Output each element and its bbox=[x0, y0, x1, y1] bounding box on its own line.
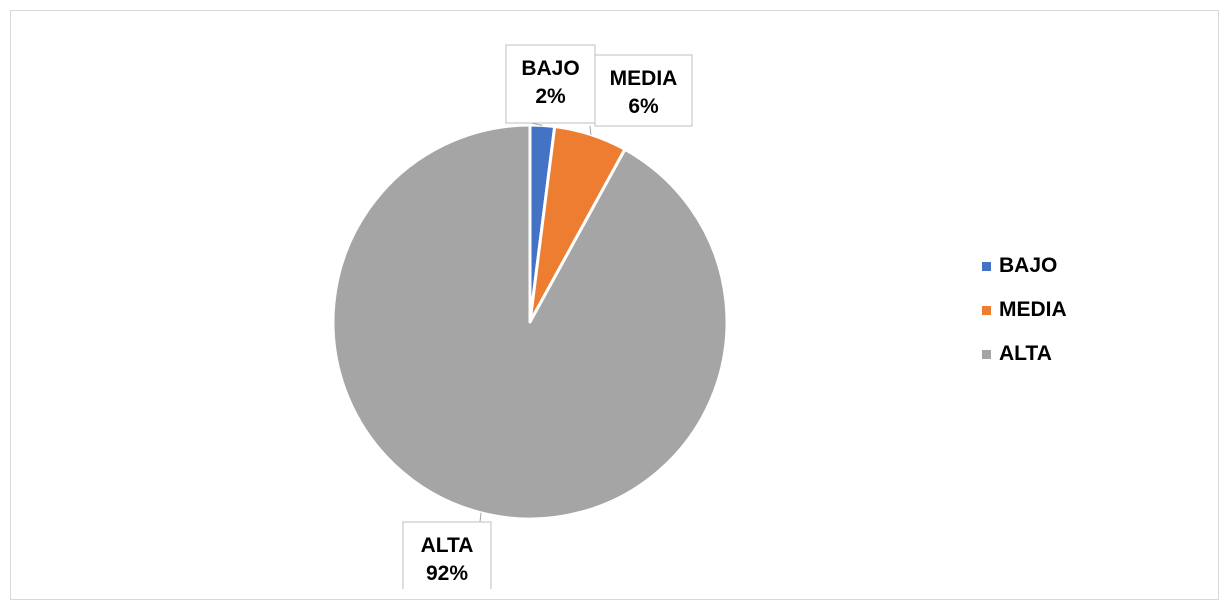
legend-label-alta: ALTA bbox=[999, 342, 1052, 366]
callout-bajo: BAJO 2% bbox=[506, 45, 595, 125]
callout-media: MEDIA 6% bbox=[590, 55, 692, 135]
legend-label-media: MEDIA bbox=[999, 298, 1067, 322]
legend-swatch-alta bbox=[982, 350, 991, 359]
data-label-value-media: 6% bbox=[628, 95, 659, 118]
data-label-category-bajo: BAJO bbox=[521, 57, 579, 80]
legend-label-bajo: BAJO bbox=[999, 254, 1057, 278]
legend-item-bajo: BAJO bbox=[982, 244, 1067, 288]
callout-leader-alta bbox=[480, 513, 481, 522]
callout-alta: ALTA 92% bbox=[403, 513, 491, 589]
legend-swatch-media bbox=[982, 306, 991, 315]
pie-slices bbox=[333, 125, 727, 519]
data-label-category-alta: ALTA bbox=[421, 534, 474, 557]
legend-item-alta: ALTA bbox=[982, 332, 1067, 376]
legend-swatch-bajo bbox=[982, 262, 991, 271]
data-label-value-bajo: 2% bbox=[535, 85, 566, 108]
pie-slice-alta bbox=[333, 125, 727, 519]
legend: BAJO MEDIA ALTA bbox=[982, 244, 1067, 376]
data-label-value-alta: 92% bbox=[426, 562, 468, 585]
legend-item-media: MEDIA bbox=[982, 288, 1067, 332]
data-label-category-media: MEDIA bbox=[610, 67, 678, 90]
